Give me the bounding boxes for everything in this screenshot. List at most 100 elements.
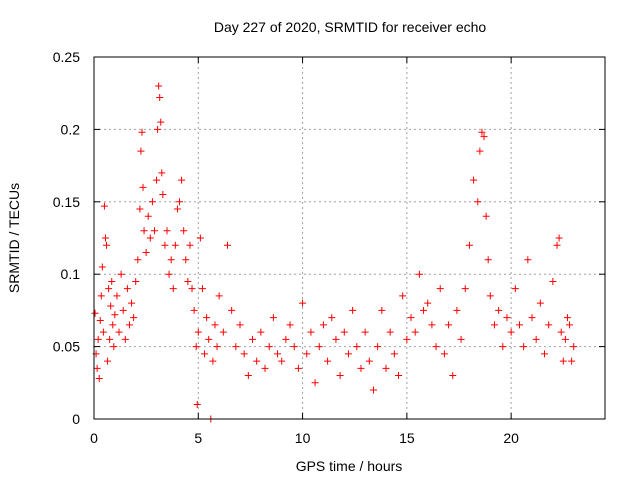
- data-point: [403, 335, 411, 343]
- data-point: [123, 285, 131, 293]
- data-point: [165, 270, 173, 278]
- data-point: [153, 176, 161, 184]
- data-point: [194, 328, 202, 336]
- data-point: [169, 285, 177, 293]
- y-tick-label: 0.2: [61, 121, 81, 137]
- data-point: [94, 335, 102, 343]
- data-point: [278, 357, 286, 365]
- data-point: [474, 198, 482, 206]
- data-point: [249, 335, 257, 343]
- data-point: [138, 128, 146, 136]
- data-point: [507, 328, 515, 336]
- data-point: [105, 285, 113, 293]
- data-point: [91, 309, 99, 317]
- data-point: [407, 314, 415, 322]
- data-point: [186, 241, 194, 249]
- data-point: [336, 372, 344, 380]
- data-point: [349, 306, 357, 314]
- data-point: [303, 350, 311, 358]
- y-tick-label: 0.15: [53, 194, 80, 210]
- data-point: [196, 234, 204, 242]
- data-point: [182, 256, 190, 264]
- data-point: [173, 205, 181, 213]
- x-tick-label: 20: [503, 430, 519, 446]
- data-point: [193, 401, 201, 409]
- data-point: [332, 335, 340, 343]
- data-point: [201, 350, 209, 358]
- data-point: [139, 183, 147, 191]
- data-point: [111, 311, 119, 319]
- x-tick-label: 15: [399, 430, 415, 446]
- data-point: [311, 379, 319, 387]
- data-point: [211, 321, 219, 329]
- data-point: [541, 350, 549, 358]
- data-point: [190, 306, 198, 314]
- data-point: [568, 357, 576, 365]
- data-point: [528, 314, 536, 322]
- axes: 0 5 10 15 20 0 0.05 0.1 0.15 0.2 0.25: [53, 49, 605, 446]
- data-point: [495, 306, 503, 314]
- data-point: [261, 364, 269, 372]
- data-point: [106, 335, 114, 343]
- data-point: [480, 133, 488, 141]
- data-point: [566, 321, 574, 329]
- data-point: [428, 321, 436, 329]
- data-point: [110, 343, 118, 351]
- data-point: [156, 94, 164, 102]
- data-point: [203, 314, 211, 322]
- data-point: [240, 350, 248, 358]
- data-point: [155, 82, 163, 90]
- data-point: [274, 350, 282, 358]
- data-point: [163, 227, 171, 235]
- data-point: [374, 343, 382, 351]
- data-point: [511, 285, 519, 293]
- plot-frame: [93, 56, 606, 420]
- data-point: [115, 328, 123, 336]
- data-point: [461, 285, 469, 293]
- data-point: [121, 335, 129, 343]
- data-point: [328, 314, 336, 322]
- data-point: [158, 169, 166, 177]
- data-point: [95, 374, 103, 382]
- y-axis-title: SRMTID / TECUs: [6, 183, 22, 293]
- data-point: [144, 212, 152, 220]
- data-point: [286, 321, 294, 329]
- data-point: [236, 321, 244, 329]
- data-point: [440, 350, 448, 358]
- data-point: [223, 241, 231, 249]
- data-point: [344, 350, 352, 358]
- data-point: [107, 302, 115, 310]
- data-point: [228, 306, 236, 314]
- data-point: [99, 328, 107, 336]
- data-point: [486, 292, 494, 300]
- data-point: [476, 147, 484, 155]
- data-point: [369, 386, 377, 394]
- data-point: [545, 321, 553, 329]
- data-point: [109, 321, 117, 329]
- data-point: [215, 292, 223, 300]
- data-point: [445, 321, 453, 329]
- data-point: [150, 227, 158, 235]
- data-point: [411, 328, 419, 336]
- data-point: [386, 328, 394, 336]
- data-point: [340, 328, 348, 336]
- data-point: [432, 343, 440, 351]
- data-point: [420, 306, 428, 314]
- data-point: [290, 343, 298, 351]
- data-point: [257, 328, 265, 336]
- data-point: [113, 292, 121, 300]
- data-point: [503, 314, 511, 322]
- data-point: [361, 328, 369, 336]
- data-point: [399, 292, 407, 300]
- data-point: [294, 364, 302, 372]
- data-point: [482, 212, 490, 220]
- y-tick-label: 0.25: [53, 49, 80, 65]
- data-point: [93, 364, 101, 372]
- data-point: [436, 285, 444, 293]
- data-point: [457, 335, 465, 343]
- data-point: [96, 317, 104, 325]
- data-point: [549, 277, 557, 285]
- data-point: [390, 350, 398, 358]
- data-point: [167, 256, 175, 264]
- data-point: [555, 234, 563, 242]
